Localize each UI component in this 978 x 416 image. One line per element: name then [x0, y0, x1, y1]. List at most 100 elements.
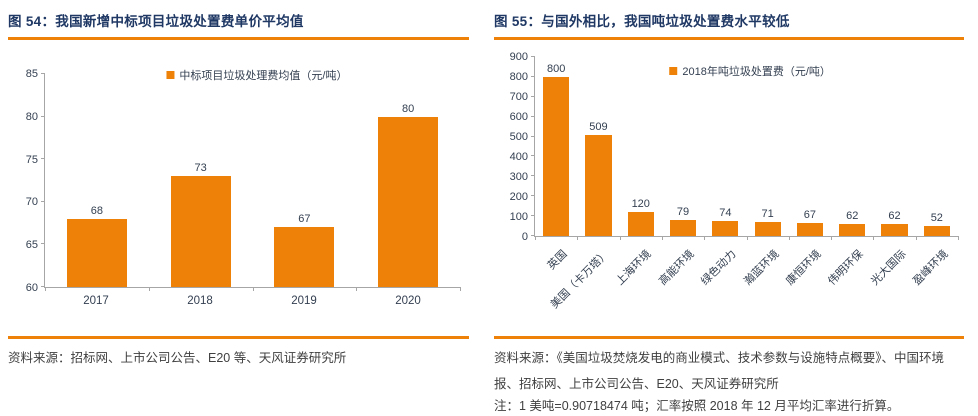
- y-tick-mark: [41, 73, 45, 74]
- x-tick-mark: [788, 236, 790, 240]
- footer-rule: [494, 336, 964, 339]
- bar: [923, 225, 950, 236]
- bar: [796, 222, 824, 236]
- plot-area: 800 509 120 79 74 71 67 62 62 52: [531, 56, 959, 240]
- x-category-label: 2017: [83, 295, 109, 307]
- bar-slot: 73: [149, 74, 253, 287]
- bar-slot: 52: [916, 57, 958, 236]
- x-tick-mark: [577, 236, 579, 240]
- y-tick-mark: [41, 243, 45, 245]
- bar-value-label: 509: [589, 120, 608, 133]
- x-category-label-text: 康恒环境: [783, 248, 824, 288]
- y-tick-label: 600: [509, 111, 528, 123]
- source-text: 资料来源：《美国垃圾焚烧发电的商业模式、技术参数与设施特点概要》、中国环境报、招…: [494, 350, 945, 391]
- x-tick-mark: [252, 287, 254, 291]
- bar-value-label: 52: [930, 211, 943, 224]
- y-tick-mark: [531, 215, 535, 217]
- legend-label: 2018年吨垃圾处置费（元/吨）: [682, 66, 831, 78]
- y-tick-label: 60: [25, 282, 38, 294]
- bar-slot: 120: [620, 57, 662, 236]
- chart-legend: 中标项目垃圾处理费均值（元/吨）: [166, 67, 347, 83]
- bars-row: 68 73 67 80: [45, 74, 460, 287]
- x-tick-mark: [704, 236, 706, 240]
- x-category-label-text: 上海环境: [614, 248, 654, 288]
- y-tick-label: 800: [509, 71, 528, 84]
- figure-panel-55: 图 55：与国外相比，我国吨垃圾处置费水平较低 2018年吨垃圾处置费（元/吨）…: [494, 8, 964, 416]
- y-tick-label: 0: [521, 231, 528, 243]
- y-tick-mark: [531, 235, 535, 236]
- x-category-label-text: 绿色动力: [699, 248, 739, 288]
- bar-value-label: 62: [888, 209, 901, 222]
- y-tick-mark: [41, 115, 45, 117]
- bar-slot: 71: [746, 57, 788, 236]
- bar-slot: 68: [45, 74, 149, 287]
- x-category-label: 2020: [395, 295, 421, 307]
- plot-wrap: 60 65 70 75 80 85 68 73 67 80 2017 2018 2019 2020: [26, 68, 461, 307]
- bar: [378, 116, 439, 287]
- bar: [627, 212, 654, 236]
- x-category-label-text: 伟明环保: [826, 248, 866, 288]
- bar-slot: 74: [704, 57, 746, 236]
- y-tick-label: 100: [509, 211, 528, 224]
- bar: [170, 176, 231, 287]
- figure-title: 图 55：与国外相比，我国吨垃圾处置费水平较低: [494, 14, 790, 29]
- y-tick-mark: [531, 155, 535, 157]
- bar-slot: 800: [535, 57, 577, 236]
- note-text: 注：1 美吨=0.90718474 吨；汇率按照 2018 年 12 月平均汇率…: [494, 399, 900, 413]
- bar-value-label: 79: [676, 206, 690, 219]
- x-tick-mark: [831, 236, 833, 240]
- y-axis: 0 100 200 300 400 500 600 700 800 900: [498, 51, 534, 243]
- y-tick-mark: [41, 158, 45, 160]
- bar-value-label: 74: [719, 207, 732, 220]
- bar-value-label: 800: [546, 62, 566, 75]
- bar-slot: 67: [789, 57, 831, 236]
- y-tick-label: 70: [25, 196, 38, 209]
- bar-value-label: 68: [90, 204, 103, 217]
- x-category-label-text: 英国: [545, 248, 570, 273]
- bar-chart-fig55: 2018年吨垃圾处置费（元/吨） 0 100 200 300 400 500 600 700 8…: [494, 45, 964, 320]
- bar-value-label: 73: [194, 162, 207, 175]
- legend-swatch-icon: [669, 67, 678, 75]
- x-tick-mark: [45, 287, 46, 291]
- bar: [881, 223, 908, 236]
- y-tick-label: 65: [25, 239, 38, 252]
- title-rule: [494, 37, 964, 40]
- bar-slot: 62: [873, 57, 915, 236]
- plot-wrap: 0 100 200 300 400 500 600 700 800 900 800 509 120 79…: [510, 51, 959, 311]
- y-tick-label: 500: [509, 131, 528, 143]
- bar-slot: 80: [356, 74, 460, 287]
- y-tick-label: 900: [509, 51, 528, 63]
- x-tick-mark: [619, 236, 621, 240]
- y-tick-mark: [531, 75, 535, 77]
- y-tick-label: 80: [25, 110, 38, 123]
- y-tick-label: 200: [509, 191, 528, 204]
- y-tick-mark: [41, 200, 45, 202]
- x-tick-mark: [873, 236, 875, 240]
- x-tick-mark: [661, 236, 663, 240]
- bar: [754, 221, 781, 236]
- y-tick-mark: [41, 286, 45, 287]
- legend-swatch-icon: [166, 71, 175, 79]
- y-tick-mark: [531, 95, 535, 97]
- x-tick-mark: [460, 287, 461, 291]
- x-tick-mark: [915, 236, 917, 240]
- y-tick-label: 700: [509, 91, 528, 103]
- x-tick-mark: [148, 287, 150, 291]
- y-axis: 60 65 70 75 80 85: [8, 68, 44, 294]
- bar-slot: 62: [831, 57, 873, 236]
- bar-value-label: 71: [761, 207, 774, 220]
- bar-chart-fig54: 中标项目垃圾处理费均值（元/吨） 60 65 70 75 80 85 68 73 67 80 2…: [8, 45, 469, 320]
- bar-slot: 67: [253, 74, 357, 287]
- x-tick-mark: [356, 287, 358, 291]
- y-tick-mark: [531, 56, 535, 57]
- y-tick-label: 300: [509, 171, 528, 183]
- x-tick-mark: [535, 236, 536, 240]
- bar-value-label: 120: [631, 198, 650, 211]
- plot-area: 68 73 67 80: [41, 73, 461, 291]
- bar: [66, 218, 127, 287]
- bar-slot: 79: [662, 57, 704, 236]
- bar-value-label: 80: [402, 102, 415, 115]
- y-tick-label: 75: [25, 153, 38, 166]
- bar: [543, 76, 570, 236]
- x-category-label-text: 光大国际: [868, 248, 909, 288]
